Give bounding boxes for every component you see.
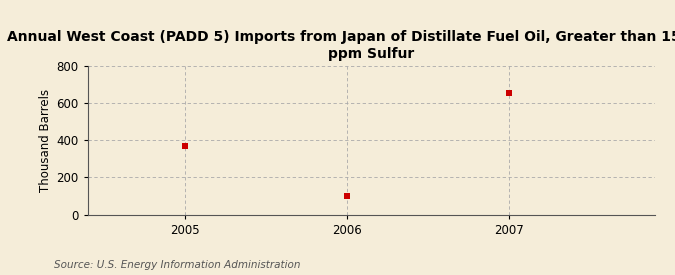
Title: Annual West Coast (PADD 5) Imports from Japan of Distillate Fuel Oil, Greater th: Annual West Coast (PADD 5) Imports from … (7, 31, 675, 61)
Point (342, 194, 352, 199)
Y-axis label: Thousand Barrels: Thousand Barrels (39, 89, 52, 192)
Point (180, 144, 190, 148)
Text: Source: U.S. Energy Information Administration: Source: U.S. Energy Information Administ… (54, 260, 300, 270)
Point (504, 90, 514, 95)
